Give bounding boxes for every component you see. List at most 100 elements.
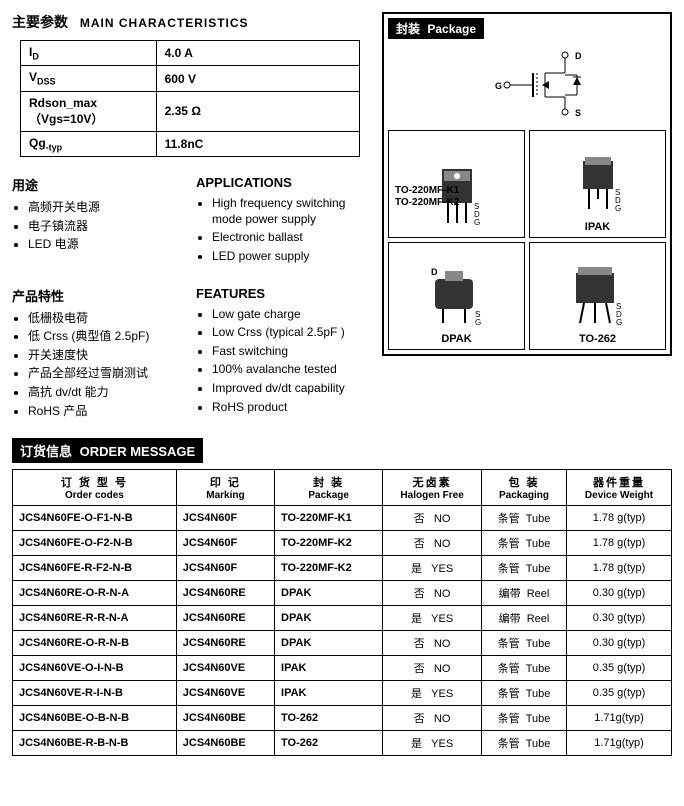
order-wt: 0.30 g(typ) [567,606,672,631]
svg-text:D: D [431,267,438,277]
table-row: JCS4N60FE-O-F2-N-BJCS4N60FTO-220MF-K2否 N… [13,531,672,556]
list-item: Improved dv/dt capability [212,381,370,397]
order-header: 器件重量Device Weight [567,470,672,506]
order-mark: JCS4N60RE [176,631,274,656]
table-row: JCS4N60BE-R-B-N-BJCS4N60BETO-262是 YES条管 … [13,731,672,756]
order-wt: 1.71g(typ) [567,731,672,756]
package-bottom-label: DPAK [441,333,471,345]
table-row: JCS4N60VE-R-I-N-BJCS4N60VEIPAK是 YES条管 Tu… [13,681,672,706]
order-code: JCS4N60BE-R-B-N-B [13,731,177,756]
order-hf: 是 YES [383,606,482,631]
order-pkg: TO-262 [275,731,383,756]
order-header: 订 货 型 号Order codes [13,470,177,506]
svg-text:S: S [575,108,581,118]
order-hf: 是 YES [383,681,482,706]
order-pack: 条管 Tube [481,731,566,756]
svg-text:G: G [615,204,621,213]
order-pkg: DPAK [275,606,383,631]
list-item: 开关速度快 [28,348,186,364]
order-pkg: IPAK [275,681,383,706]
order-code: JCS4N60VE-R-I-N-B [13,681,177,706]
order-mark: JCS4N60F [176,531,274,556]
mosfet-schematic: D G S [388,43,666,130]
applications-title-cn: 用途 [12,175,186,194]
order-pkg: TO-262 [275,706,383,731]
order-mark: JCS4N60VE [176,656,274,681]
order-mark: JCS4N60F [176,556,274,581]
order-hf: 否 NO [383,581,482,606]
table-row: JCS4N60FE-R-F2-N-BJCS4N60FTO-220MF-K2是 Y… [13,556,672,581]
order-pkg: DPAK [275,581,383,606]
package-panel: 封装 Package D G S [382,12,672,356]
order-mark: JCS4N60BE [176,706,274,731]
list-item: 高抗 dv/dt 能力 [28,385,186,401]
list-item: 电子镇流器 [28,219,186,235]
order-pack: 条管 Tube [481,656,566,681]
order-wt: 1.78 g(typ) [567,531,672,556]
list-item: LED power supply [212,249,370,265]
list-item: Low gate charge [212,307,370,323]
char-param: VDSS [21,66,157,91]
svg-text:G: G [474,218,480,227]
char-value: 600 V [156,66,359,91]
order-mark: JCS4N60BE [176,731,274,756]
order-mark: JCS4N60RE [176,606,274,631]
order-hf: 否 NO [383,706,482,731]
order-pack: 条管 Tube [481,681,566,706]
order-code: JCS4N60FE-O-F1-N-B [13,506,177,531]
applications-list-cn: 高频开关电源电子镇流器LED 电源 [12,200,186,253]
order-pack: 编带 Reel [481,606,566,631]
order-table: 订 货 型 号Order codes印 记Marking封 装Package无卤… [12,469,672,756]
order-pkg: DPAK [275,631,383,656]
order-pack: 条管 Tube [481,506,566,531]
table-row: JCS4N60VE-O-I-N-BJCS4N60VEIPAK否 NO条管 Tub… [13,656,672,681]
features-list-en: Low gate chargeLow Crss (typical 2.5pF )… [196,307,370,416]
order-mark: JCS4N60F [176,506,274,531]
package-cell: SDGTO-262 [529,242,666,350]
order-header: 印 记Marking [176,470,274,506]
order-mark: JCS4N60VE [176,681,274,706]
order-code: JCS4N60VE-O-I-N-B [13,656,177,681]
order-code: JCS4N60RE-O-R-N-B [13,631,177,656]
features-title-en: FEATURES [196,286,370,301]
main-char-title: 主要参数 MAIN CHARACTERISTICS [12,12,370,32]
order-wt: 0.35 g(typ) [567,681,672,706]
char-param: Qg-typ [21,131,157,156]
char-value: 11.8nC [156,131,359,156]
list-item: High frequency switching mode power supp… [212,196,370,227]
order-banner: 订货信息 ORDER MESSAGE [12,438,203,463]
order-wt: 0.30 g(typ) [567,631,672,656]
list-item: Fast switching [212,344,370,360]
order-header: 无卤素Halogen Free [383,470,482,506]
order-mark: JCS4N60RE [176,581,274,606]
package-title-en: Package [427,22,476,36]
char-value: 2.35 Ω [156,91,359,131]
order-pkg: IPAK [275,656,383,681]
list-item: Electronic ballast [212,230,370,246]
order-pack: 编带 Reel [481,581,566,606]
order-hf: 否 NO [383,506,482,531]
order-pack: 条管 Tube [481,556,566,581]
order-wt: 1.78 g(typ) [567,506,672,531]
order-hf: 否 NO [383,656,482,681]
package-cell: DSGDPAK [388,242,525,350]
order-hf: 否 NO [383,531,482,556]
order-wt: 1.78 g(typ) [567,556,672,581]
features-list-cn: 低栅极电荷低 Crss (典型值 2.5pF)开关速度快产品全部经过雪崩测试高抗… [12,311,186,420]
order-pack: 条管 Tube [481,631,566,656]
order-code: JCS4N60BE-O-B-N-B [13,706,177,731]
characteristics-table: ID4.0 AVDSS600 VRdson_max （Vgs=10V）2.35 … [20,40,360,157]
svg-text:G: G [475,318,481,327]
features-title-cn: 产品特性 [12,286,186,305]
applications-title-en: APPLICATIONS [196,175,370,190]
list-item: RoHS 产品 [28,404,186,420]
table-row: JCS4N60FE-O-F1-N-BJCS4N60FTO-220MF-K1否 N… [13,506,672,531]
order-hf: 是 YES [383,731,482,756]
order-hf: 否 NO [383,631,482,656]
order-pkg: TO-220MF-K2 [275,531,383,556]
order-code: JCS4N60RE-O-R-N-A [13,581,177,606]
order-banner-cn: 订货信息 [20,444,72,459]
table-row: JCS4N60BE-O-B-N-BJCS4N60BETO-262否 NO条管 T… [13,706,672,731]
order-pack: 条管 Tube [481,706,566,731]
package-cell: SDGTO-220MF-K1TO-220MF-K2 [388,130,525,238]
